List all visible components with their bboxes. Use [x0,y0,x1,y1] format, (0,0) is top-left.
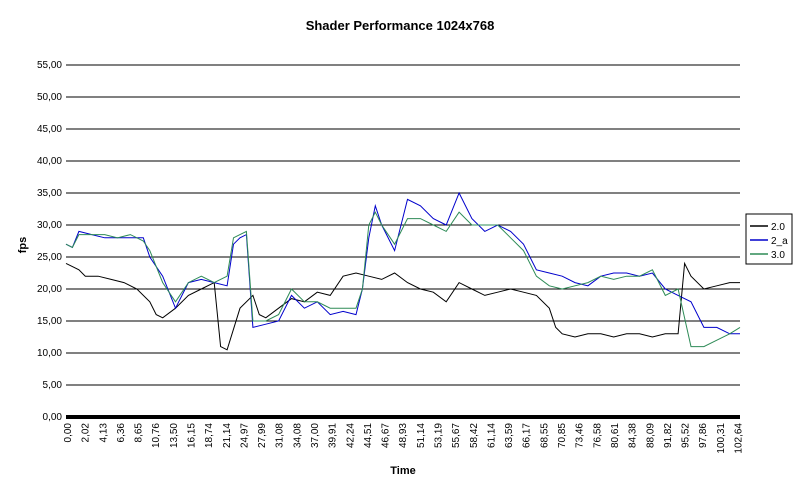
x-tick-label: 0,00 [63,423,74,443]
series-lines [65,191,741,351]
y-axis-tick-labels: 0,00 5,00 10,00 15,00 20,00 25,00 30,00 35,00 40… [37,60,62,423]
y-tick-label: 10,00 [37,348,62,359]
x-tick-label: 2,02 [81,423,92,443]
y-tick-label: 15,00 [37,316,62,327]
chart-title: Shader Performance 1024x768 [306,18,495,33]
x-tick-label: 84,38 [628,423,639,448]
x-tick-label: 88,09 [645,423,656,448]
x-tick-label: 24,97 [239,423,250,448]
x-tick-label: 16,15 [187,423,198,448]
x-tick-label: 42,24 [345,423,356,448]
x-tick-label: 95,52 [681,423,692,448]
x-tick-label: 6,36 [116,423,127,443]
y-tick-label: 0,00 [43,412,63,423]
x-tick-label: 48,93 [398,423,409,448]
y-tick-label: 20,00 [37,284,62,295]
legend-label: 2_a [771,236,788,247]
series-line-2-a [65,191,740,335]
x-tick-label: 80,61 [610,423,621,448]
gridlines [66,64,740,386]
y-tick-label: 40,00 [37,156,62,167]
y-axis-label: fps [17,237,29,254]
y-tick-label: 25,00 [37,252,62,263]
series-line-2-0 [65,261,740,351]
x-tick-label: 66,17 [522,423,533,448]
x-tick-label: 46,67 [381,423,392,448]
y-tick-label: 5,00 [43,380,63,391]
y-tick-label: 55,00 [37,60,62,71]
x-tick-label: 37,00 [310,423,321,448]
x-axis-tick-labels: 0,00 2,02 4,13 6,36 8,65 10,76 13,50 16,15 18,74… [63,423,744,454]
x-tick-label: 58,42 [469,423,480,448]
x-tick-label: 76,58 [592,423,603,448]
x-tick-label: 53,19 [434,423,445,448]
x-tick-label: 13,50 [169,423,180,448]
x-tick-label: 61,14 [486,423,497,448]
legend-label: 3.0 [771,250,785,261]
y-tick-label: 30,00 [37,220,62,231]
legend: 2.0 2_a 3.0 [745,213,793,265]
x-tick-label: 63,59 [504,423,515,448]
legend-label: 2.0 [771,222,785,233]
x-tick-label: 8,65 [134,423,145,443]
x-tick-label: 39,91 [328,423,339,448]
x-tick-label: 44,51 [363,423,374,448]
x-tick-label: 70,85 [557,423,568,448]
y-tick-label: 45,00 [37,124,62,135]
y-tick-label: 35,00 [37,188,62,199]
legend-box [745,213,793,265]
x-axis-label: Time [390,465,415,477]
x-tick-label: 73,46 [575,423,586,448]
x-tick-label: 102,64 [733,423,744,454]
series-line-3-0 [65,211,741,348]
x-tick-label: 4,13 [98,423,109,443]
x-tick-label: 10,76 [151,423,162,448]
x-tick-label: 21,14 [222,423,233,448]
x-tick-label: 100,31 [716,423,727,454]
y-tick-label: 50,00 [37,92,62,103]
x-tick-label: 18,74 [204,423,215,448]
x-tick-label: 51,14 [416,423,427,448]
x-tick-label: 34,08 [292,423,303,448]
x-tick-label: 31,08 [275,423,286,448]
x-tick-label: 97,86 [698,423,709,448]
x-tick-label: 91,82 [663,423,674,448]
x-tick-label: 27,99 [257,423,268,448]
x-tick-label: 68,55 [539,423,550,448]
x-tick-label: 55,67 [451,423,462,448]
